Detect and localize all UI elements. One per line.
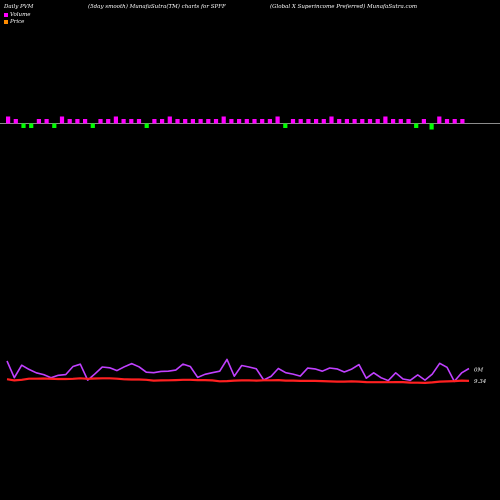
volume-bar <box>6 116 11 124</box>
volume-bar <box>329 116 334 124</box>
volume-bar <box>90 123 95 128</box>
volume-bar <box>183 119 188 124</box>
volume-bar <box>275 116 280 124</box>
volume-bar <box>406 119 411 124</box>
legend-volume-label: Volume <box>10 12 31 18</box>
legend-price-label: Price <box>10 19 25 25</box>
volume-bar <box>67 119 72 124</box>
volume-bar <box>83 119 88 124</box>
volume-bar <box>398 119 403 124</box>
volume-bar <box>460 119 465 124</box>
volume-bar <box>52 123 57 128</box>
volume-bar <box>36 119 41 124</box>
volume-bar <box>144 123 149 128</box>
volume-bar <box>452 119 457 124</box>
volume-bar <box>375 119 380 124</box>
volume-bar <box>59 116 65 124</box>
volume-bar <box>244 119 249 124</box>
volume-bar <box>414 123 419 128</box>
volume-bar <box>252 119 257 124</box>
chart-header-left: Daily PVM <box>4 4 34 10</box>
volume-bar <box>283 123 288 128</box>
volume-bar <box>13 119 18 124</box>
price-line <box>6 377 470 384</box>
volume-bar <box>113 116 118 124</box>
legend-volume: Volume <box>4 12 31 18</box>
volume-line <box>6 358 470 383</box>
volume-bar <box>121 119 126 124</box>
volume-bar <box>383 116 388 124</box>
volume-bar <box>136 119 142 124</box>
volume-bar <box>152 119 157 124</box>
volume-bar <box>198 119 203 124</box>
volume-bar <box>175 119 180 124</box>
volume-bar <box>352 119 357 124</box>
volume-bar <box>129 119 134 124</box>
volume-bar <box>360 119 365 124</box>
volume-bar <box>29 123 34 128</box>
volume-bar <box>106 119 111 124</box>
volume-bar <box>321 119 326 124</box>
volume-bar <box>75 119 80 124</box>
volume-bar <box>290 119 296 124</box>
volume-bar <box>437 116 442 124</box>
volume-bar <box>314 119 319 124</box>
volume-bar <box>429 123 434 130</box>
volume-bar <box>267 119 272 124</box>
volume-bar <box>167 116 172 124</box>
legend-volume-swatch <box>4 13 8 17</box>
legend-price-swatch <box>4 20 8 24</box>
volume-bar <box>344 119 349 124</box>
volume-bar <box>229 119 234 124</box>
volume-bar <box>260 119 265 124</box>
volume-bar <box>213 119 219 124</box>
volume-bar <box>337 119 342 124</box>
chart-header-right: (Global X Superincome Preferred) MunafaS… <box>270 4 418 10</box>
volume-bar <box>298 119 303 124</box>
volume-bar <box>421 119 426 124</box>
volume-bar <box>221 116 226 124</box>
last-price-label: 9.34 <box>474 379 487 385</box>
volume-bar <box>98 119 103 124</box>
volume-bar <box>21 123 26 128</box>
volume-bar <box>391 119 396 124</box>
volume-bar <box>237 119 242 124</box>
volume-bar <box>444 119 450 124</box>
volume-bar <box>190 119 195 124</box>
volume-bar <box>306 119 311 124</box>
legend-price: Price <box>4 19 24 25</box>
volume-bar <box>206 119 211 124</box>
last-volume-label: 0M <box>474 367 483 373</box>
volume-bar <box>367 119 373 124</box>
chart-header-center: (5day smooth) MunafaSutra(TM) charts for… <box>88 4 226 10</box>
volume-bar <box>160 119 165 124</box>
volume-bar <box>44 119 49 124</box>
